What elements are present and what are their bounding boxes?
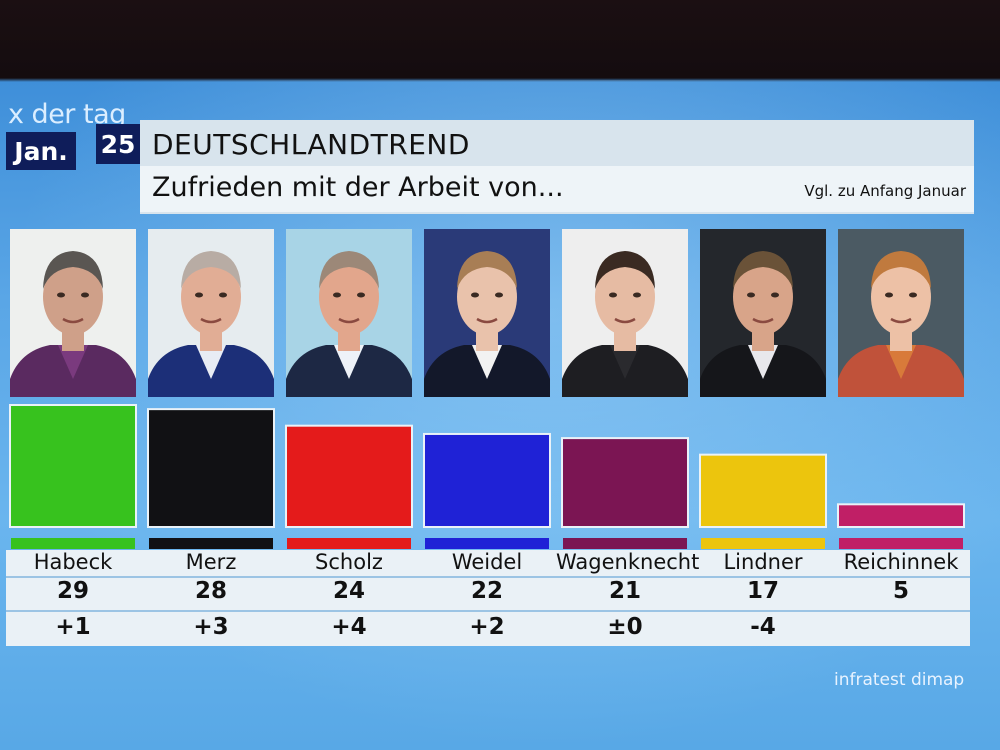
portrait-weidel: [424, 229, 550, 397]
color-strip-merz: [149, 538, 273, 549]
source-credit: infratest dimap: [834, 670, 965, 690]
color-strip-reichinnek: [839, 538, 963, 549]
row-divider: [6, 610, 970, 612]
date-month-badge: Jan.: [6, 132, 76, 170]
results-table: Habeck 29 +1 Merz 28 +3 Scholz 24 +4 Weidel 22 +2 Wa…: [6, 550, 970, 646]
comparison-note: Vgl. zu Anfang Januar: [804, 182, 966, 200]
candidate-name: Merz: [185, 550, 237, 574]
satisfaction-value: 24: [332, 578, 365, 604]
portrait-merz: [148, 229, 274, 397]
color-strip-wagenknecht: [563, 538, 687, 549]
chart-subtitle: Zufrieden mit der Arbeit von...: [152, 172, 564, 203]
candidate-name: Reichinnek: [843, 550, 959, 574]
chart-title: DEUTSCHLANDTREND: [152, 128, 470, 161]
bar-scholz: [287, 426, 411, 526]
color-strip-lindner: [701, 538, 825, 549]
header-panel: DEUTSCHLANDTREND Zufrieden mit der Arbei…: [140, 120, 974, 214]
satisfaction-value: 29: [56, 578, 89, 604]
bar-lindner: [701, 455, 825, 526]
portrait-habeck: [10, 229, 136, 397]
satisfaction-value: 22: [470, 578, 503, 604]
change-value: +2: [469, 614, 505, 640]
candidate-name: Habeck: [33, 550, 113, 574]
change-value: +3: [193, 614, 229, 640]
change-value: +4: [331, 614, 367, 640]
bar-weidel: [425, 434, 549, 526]
candidate-name: Scholz: [315, 550, 383, 574]
satisfaction-value: 17: [746, 578, 779, 604]
change-value: +1: [55, 614, 91, 640]
color-strip-scholz: [287, 538, 411, 549]
candidate-name: Wagenknecht: [556, 550, 700, 574]
color-strip-habeck: [11, 538, 135, 549]
satisfaction-value: 28: [194, 578, 227, 604]
change-value: ±0: [607, 614, 643, 640]
satisfaction-value: 21: [608, 578, 641, 604]
portrait-wagenknecht: [562, 229, 688, 397]
date-day-badge: 25: [96, 124, 140, 164]
candidate-name: Weidel: [451, 550, 523, 574]
bar-habeck: [11, 406, 135, 526]
header-subtitle-bar: Zufrieden mit der Arbeit von... Vgl. zu …: [140, 166, 974, 212]
candidate-name: Lindner: [723, 550, 803, 574]
bar-reichinnek: [839, 505, 963, 526]
satisfaction-value: 5: [892, 578, 909, 604]
portrait-lindner: [700, 229, 826, 397]
portrait-reichinnek: [838, 229, 964, 397]
color-strip-weidel: [425, 538, 549, 549]
bar-merz: [149, 410, 273, 526]
row-divider: [6, 576, 970, 578]
bar-wagenknecht: [563, 439, 687, 526]
change-value: -4: [750, 614, 776, 640]
portrait-scholz: [286, 229, 412, 397]
